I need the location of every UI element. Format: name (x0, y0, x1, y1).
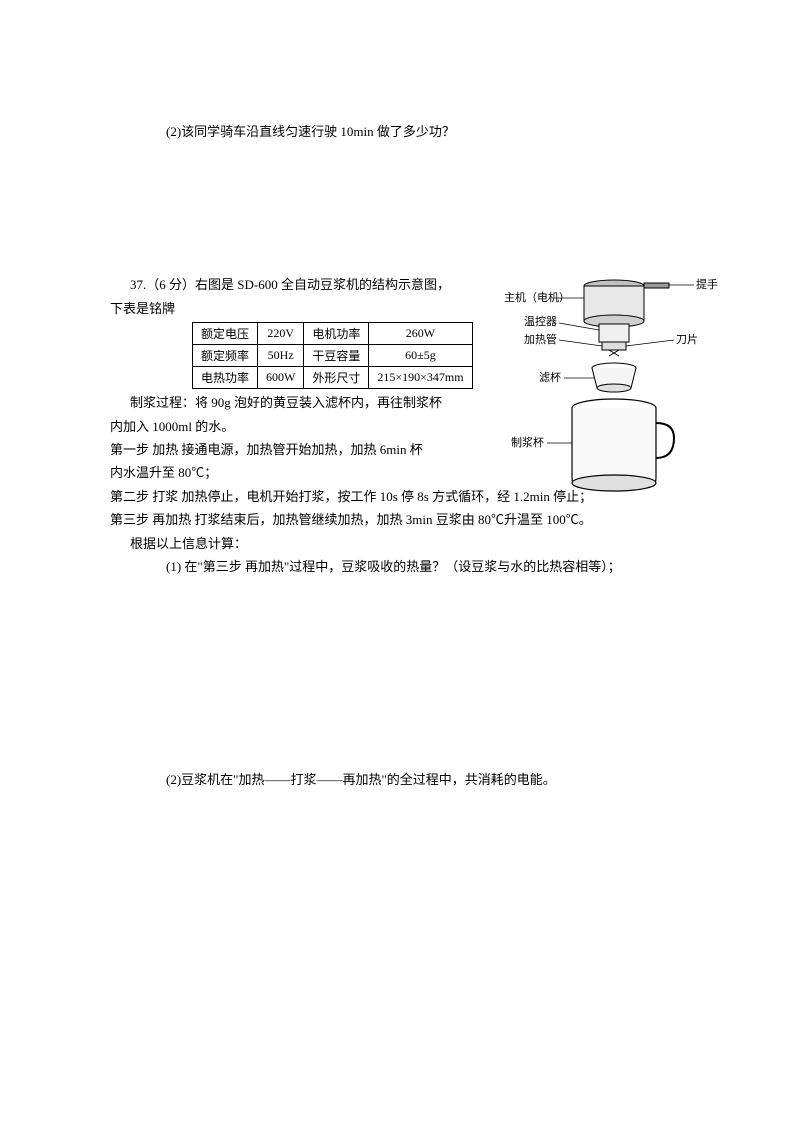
svg-text:提手: 提手 (696, 277, 718, 291)
step1-line-a: 第一步 加热 接通电源，加热管开始加热，加热 6min 杯 (110, 438, 450, 461)
table-row: 额定频率 50Hz 干豆容量 60±5g (193, 345, 473, 367)
table-cell: 电机功率 (304, 323, 369, 345)
soy-milk-maker-diagram: 主机（电机） 提手 温控器 加热管 刀片 滤杯 制浆杯 (499, 268, 719, 498)
svg-text:主机（电机）: 主机（电机） (504, 290, 570, 304)
table-cell: 外形尺寸 (304, 367, 369, 389)
table-cell: 干豆容量 (304, 345, 369, 367)
table-cell: 额定电压 (193, 323, 258, 345)
table-row: 电热功率 600W 外形尺寸 215×190×347mm (193, 367, 473, 389)
svg-text:滤杯: 滤杯 (539, 370, 561, 384)
table-cell: 电热功率 (193, 367, 258, 389)
calc-intro: 根据以上信息计算： (110, 532, 684, 555)
table-cell: 50Hz (258, 345, 304, 367)
question-2-text: (2)该同学骑车沿直线匀速行驶 10min 做了多少功？ (110, 120, 684, 143)
svg-text:刀片: 刀片 (676, 333, 698, 346)
table-cell: 215×190×347mm (369, 367, 472, 389)
svg-text:加热管: 加热管 (524, 332, 557, 346)
svg-text:温控器: 温控器 (524, 314, 557, 328)
table-cell: 600W (258, 367, 304, 389)
sub-question-2: (2)豆浆机在"加热――打浆――再加热"的全过程中，共消耗的电能。 (110, 768, 684, 791)
spec-table: 额定电压 220V 电机功率 260W 额定频率 50Hz 干豆容量 60±5g… (192, 322, 473, 389)
table-cell: 260W (369, 323, 472, 345)
table-row: 额定电压 220V 电机功率 260W (193, 323, 473, 345)
process-line1: 制浆过程：将 90g 泡好的黄豆装入滤杯内，再往制浆杯 (110, 391, 450, 414)
sub-question-1: (1) 在"第三步 再加热"过程中，豆浆吸收的热量？（设豆浆与水的比热容相等）； (110, 555, 684, 578)
table-cell: 60±5g (369, 345, 472, 367)
svg-text:制浆杯: 制浆杯 (511, 435, 544, 449)
table-cell: 220V (258, 323, 304, 345)
step3-line: 第三步 再加热 打浆结束后，加热管继续加热，加热 3min 豆浆由 80℃升温至… (110, 508, 684, 531)
table-cell: 额定频率 (193, 345, 258, 367)
step1-line-b: 内水温升至 80℃； (110, 461, 450, 484)
process-line1b: 内加入 1000ml 的水。 (110, 415, 450, 438)
